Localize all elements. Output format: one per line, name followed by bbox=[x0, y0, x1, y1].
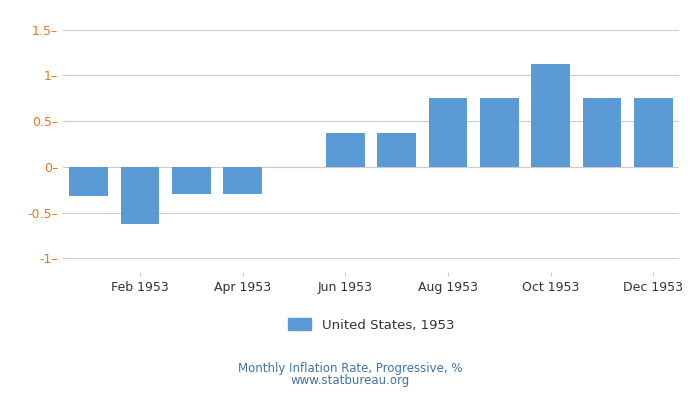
Bar bbox=[531, 64, 570, 167]
Bar bbox=[326, 133, 365, 167]
Bar bbox=[223, 167, 262, 194]
Bar bbox=[172, 167, 211, 194]
Bar bbox=[480, 98, 519, 167]
Text: Monthly Inflation Rate, Progressive, %: Monthly Inflation Rate, Progressive, % bbox=[238, 362, 462, 375]
Bar bbox=[634, 98, 673, 167]
Bar bbox=[69, 167, 108, 196]
Bar bbox=[120, 167, 160, 224]
Text: www.statbureau.org: www.statbureau.org bbox=[290, 374, 410, 387]
Bar bbox=[377, 133, 416, 167]
Legend: United States, 1953: United States, 1953 bbox=[282, 313, 460, 337]
Bar bbox=[582, 98, 622, 167]
Bar bbox=[428, 98, 468, 167]
